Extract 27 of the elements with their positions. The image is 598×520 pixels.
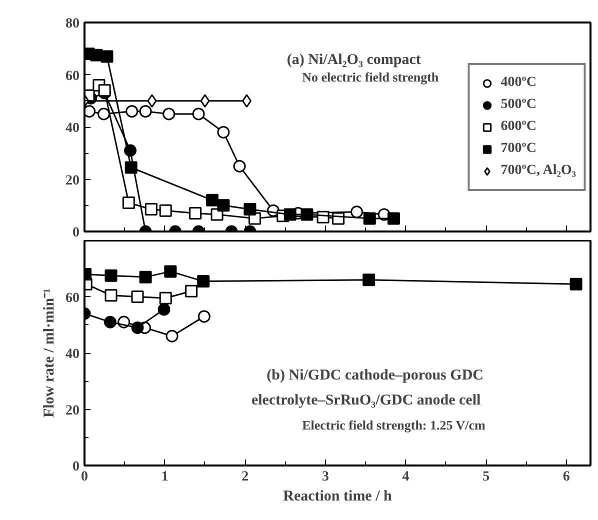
y-tick-label: 0 [72, 226, 80, 240]
legend-label: 500ºC [500, 96, 536, 114]
legend-label: 400ºC [500, 74, 536, 92]
y-tick-label: 60 [66, 290, 80, 306]
x-tick-label: 2 [242, 470, 249, 484]
x-axis-title: Reaction time / h [283, 488, 393, 504]
annotation: electrolyte–SrRuO₃/GDC anode cell [251, 392, 481, 408]
x-tick-label: 4 [402, 470, 410, 484]
y-tick-label: 20 [66, 403, 80, 418]
x-tick-label: 1 [161, 470, 168, 484]
y-tick-label: 20 [66, 173, 80, 188]
y-tick-label: 80 [66, 16, 80, 32]
annotation: Electric field strength: 1.25 V/cm [302, 418, 486, 432]
x-tick-label: 6 [562, 470, 570, 484]
y-tick-label: 40 [66, 347, 80, 362]
annotation: (b) Ni/GDC cathode–porous GDC [266, 368, 484, 384]
legend-label: 600ºC [500, 118, 536, 136]
y-tick-label: 40 [66, 121, 80, 136]
legend-label: 700ºC, Al₂O₃ [500, 162, 576, 180]
y-axis-title: Flow rate / ml·min⁻¹ [42, 288, 58, 418]
y-tick-label: 60 [66, 68, 80, 84]
y-tick-label: 0 [72, 460, 80, 474]
x-tick-label: 5 [482, 470, 490, 484]
annotation: (a) Ni/Al₂O₃ compact [286, 52, 421, 68]
x-tick-label: 3 [322, 470, 329, 484]
legend-label: 700ºC [500, 140, 536, 158]
annotation: No electric field strength [302, 69, 440, 84]
